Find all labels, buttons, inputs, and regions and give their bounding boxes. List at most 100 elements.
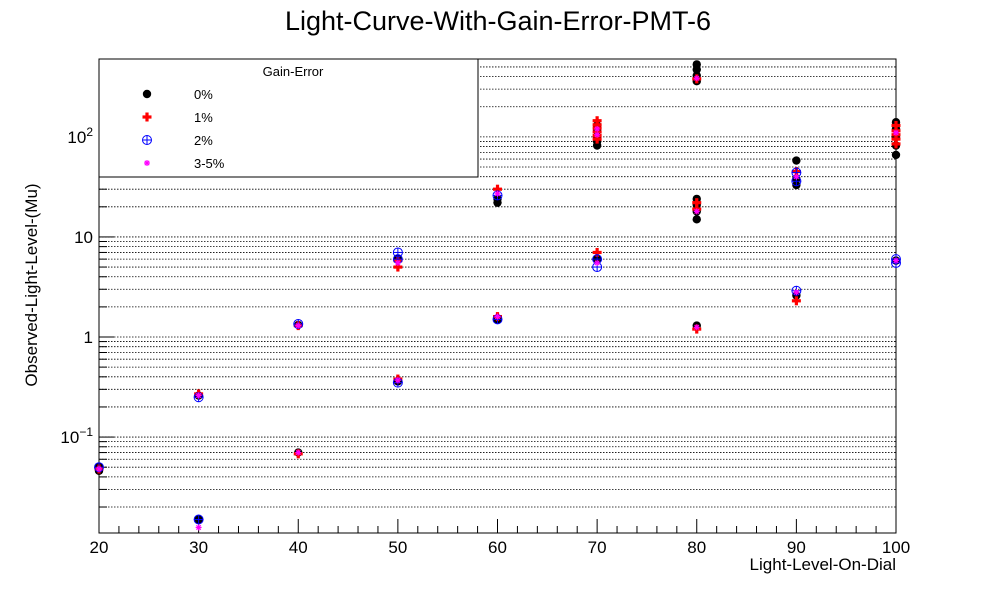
marker-shape [395, 260, 401, 266]
legend-label: 0% [194, 87, 213, 102]
data-point [891, 150, 901, 160]
data-point [891, 139, 901, 149]
marker-shape [692, 215, 701, 224]
marker-shape [595, 247, 599, 257]
data-point [693, 208, 700, 215]
marker-shape [692, 65, 701, 74]
marker-shape [494, 191, 501, 197]
data-point [295, 322, 302, 329]
data-point [893, 257, 899, 264]
marker-shape [893, 130, 899, 136]
data-point [393, 262, 403, 272]
marker-shape [793, 289, 799, 295]
marker-shape [794, 296, 798, 306]
data-point [592, 134, 602, 144]
marker-shape [594, 260, 600, 266]
data-point [893, 129, 899, 136]
marker-shape [894, 120, 898, 130]
data-point [891, 120, 901, 130]
marker-shape [196, 392, 202, 399]
data-point [793, 173, 800, 180]
legend-marker [142, 89, 152, 99]
data-point [692, 65, 701, 74]
marker-shape [894, 139, 898, 149]
x-tick-label: 60 [488, 538, 507, 557]
data-point [594, 125, 601, 132]
legend-label: 3-5% [194, 156, 225, 171]
data-point [195, 392, 202, 399]
y-tick-label: 1 [84, 328, 93, 347]
marker-shape [295, 322, 301, 329]
legend-entries: 0% 1% 2% 3-5% [142, 87, 225, 171]
marker-shape [694, 324, 700, 330]
legend-title: Gain-Error [263, 64, 324, 79]
data-point [592, 247, 602, 257]
data-points [94, 60, 901, 531]
data-point [96, 465, 102, 472]
x-tick-label: 90 [787, 538, 806, 557]
legend-marker [142, 112, 152, 122]
marker-shape [792, 156, 801, 165]
data-point [791, 296, 801, 306]
data-point [193, 514, 204, 525]
marker-shape [893, 257, 899, 264]
marker-shape [891, 150, 901, 160]
x-tick-label: 80 [687, 538, 706, 557]
marker-shape [295, 449, 301, 456]
marker-shape [695, 198, 699, 208]
data-point [793, 289, 800, 296]
data-point [692, 215, 701, 224]
series-3 [96, 75, 899, 531]
legend-label: 2% [194, 133, 213, 148]
data-point [693, 324, 700, 331]
legend-marker [144, 160, 150, 166]
marker-shape [594, 126, 600, 132]
x-tick-labels: 20 30 40 50 60 70 80 90 100 [90, 538, 911, 557]
x-tick-label: 40 [289, 538, 308, 557]
legend-marker [142, 135, 152, 145]
marker-shape [595, 134, 599, 144]
y-tick-label: 10−1 [60, 425, 93, 447]
legend-label: 1% [194, 110, 213, 125]
chart-title: Light-Curve-With-Gain-Error-PMT-6 [285, 6, 711, 36]
data-point [692, 198, 702, 208]
marker-shape [145, 112, 149, 122]
marker-shape [144, 160, 150, 166]
y-tick-labels: 10−1 1 10 102 [60, 125, 93, 447]
marker-shape [196, 524, 202, 531]
marker-shape [395, 377, 401, 383]
marker-shape [494, 313, 501, 320]
data-point [295, 449, 302, 456]
marker-shape [142, 89, 152, 99]
x-tick-label: 50 [388, 538, 407, 557]
data-point [792, 156, 801, 165]
marker-shape [495, 184, 500, 194]
marker-shape [396, 262, 400, 272]
data-point [494, 313, 501, 320]
data-point [195, 524, 202, 531]
data-point [891, 134, 901, 144]
marker-shape [594, 132, 600, 138]
marker-shape [96, 466, 102, 472]
data-point [594, 131, 601, 138]
y-axis-label: Observed-Light-Level-(Mu) [22, 183, 41, 386]
marker-shape [793, 174, 799, 180]
data-point [594, 259, 601, 266]
marker-shape [694, 208, 700, 215]
x-tick-label: 30 [189, 538, 208, 557]
data-point [494, 190, 501, 197]
x-tick-label: 100 [882, 538, 910, 557]
y-tick-label: 10 [74, 228, 93, 247]
x-axis-label: Light-Level-On-Dial [750, 555, 896, 574]
x-tick-label: 70 [588, 538, 607, 557]
marker-shape [894, 134, 898, 144]
marker-shape [694, 75, 700, 81]
data-point [394, 377, 401, 384]
data-point [394, 259, 401, 266]
y-tick-label: 102 [67, 125, 93, 147]
x-tick-label: 20 [90, 538, 109, 557]
data-point [493, 184, 502, 194]
legend-frame [98, 58, 479, 178]
